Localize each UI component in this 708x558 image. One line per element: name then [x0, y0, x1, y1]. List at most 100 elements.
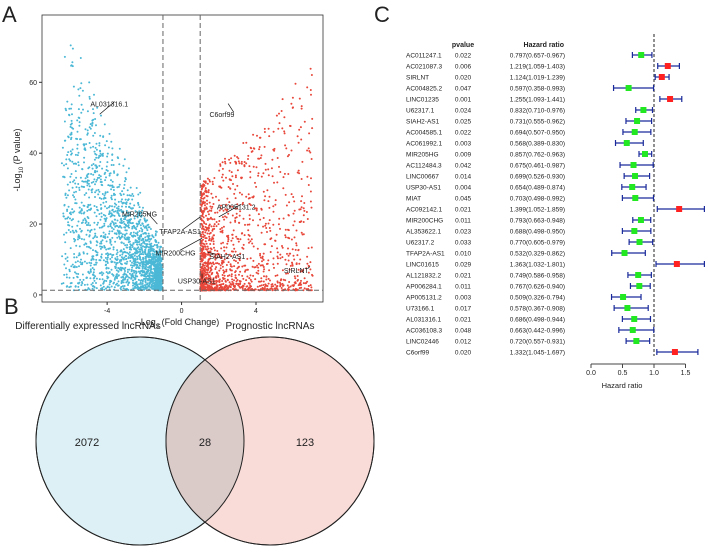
down-point	[123, 180, 126, 183]
hr-marker	[630, 162, 637, 168]
up-point	[212, 278, 215, 281]
down-point	[65, 196, 68, 199]
down-point	[122, 201, 125, 204]
down-point	[131, 266, 134, 269]
up-point	[200, 252, 203, 254]
up-point	[212, 261, 215, 264]
up-point	[203, 222, 206, 225]
down-point	[84, 128, 87, 131]
down-point	[140, 261, 143, 264]
up-point	[302, 214, 305, 217]
up-point	[300, 200, 303, 203]
down-point	[82, 252, 85, 255]
p-value: 0.001	[455, 97, 472, 104]
down-point	[63, 120, 66, 123]
down-point	[126, 211, 129, 214]
down-point	[89, 127, 92, 130]
down-point	[133, 283, 136, 285]
down-point	[121, 198, 123, 201]
down-point	[73, 253, 76, 255]
up-point	[309, 268, 312, 271]
down-point	[98, 190, 101, 193]
up-point	[257, 272, 260, 275]
down-point	[147, 253, 150, 256]
up-point	[218, 220, 221, 222]
down-point	[87, 182, 90, 185]
up-point	[276, 247, 279, 250]
down-point	[152, 236, 155, 239]
down-point	[88, 185, 91, 188]
down-point	[81, 261, 84, 264]
gene-name: C6orf99	[406, 350, 430, 357]
up-point	[238, 214, 241, 217]
down-point	[99, 203, 102, 206]
up-point	[236, 156, 239, 158]
x-axis-title: Log2 (Fold Change)	[141, 317, 219, 330]
up-point	[208, 250, 211, 253]
up-point	[214, 287, 217, 290]
down-point	[110, 196, 113, 199]
down-point	[139, 281, 142, 284]
down-point	[154, 268, 157, 271]
up-point	[221, 231, 224, 234]
down-point	[129, 186, 132, 189]
down-point	[111, 208, 114, 211]
down-point	[124, 262, 127, 265]
gene-name: MIR200CHG	[406, 218, 443, 225]
down-point	[144, 257, 147, 260]
down-point	[88, 142, 91, 144]
down-point	[130, 275, 133, 278]
down-point	[68, 276, 71, 279]
up-point	[243, 161, 246, 163]
down-point	[155, 274, 158, 277]
down-point	[138, 210, 141, 213]
down-point	[128, 194, 131, 197]
down-point	[145, 275, 148, 278]
down-point	[119, 225, 121, 227]
up-point	[204, 245, 207, 248]
up-point	[201, 283, 204, 286]
down-point	[89, 224, 91, 227]
up-point	[243, 264, 246, 267]
down-point	[76, 130, 79, 133]
up-point	[223, 270, 226, 273]
up-point	[200, 195, 203, 198]
down-point	[77, 88, 80, 91]
up-point	[309, 284, 312, 287]
up-point	[264, 224, 267, 227]
up-point	[225, 264, 228, 266]
up-point	[301, 233, 304, 236]
up-point	[305, 267, 308, 270]
down-point	[72, 180, 74, 183]
down-point	[128, 254, 131, 257]
up-point	[222, 241, 224, 244]
down-point	[99, 272, 102, 275]
down-point	[70, 213, 72, 216]
up-point	[284, 193, 287, 196]
down-point	[81, 180, 84, 183]
forest-row: TFAP2A-AS1 0.010 0.532(0.329-0.862)	[406, 250, 646, 258]
gene-name: LINC01235	[406, 97, 439, 104]
up-point	[269, 251, 272, 253]
up-point	[309, 151, 312, 154]
down-point	[132, 235, 135, 238]
down-point	[147, 226, 150, 229]
down-point	[105, 240, 108, 243]
up-point	[223, 249, 226, 252]
up-point	[289, 252, 292, 255]
up-point	[293, 209, 296, 212]
up-point	[262, 225, 265, 228]
gene-label: MIR205HG	[122, 211, 157, 218]
down-point	[141, 251, 144, 254]
down-point	[109, 184, 112, 187]
down-point	[111, 226, 113, 229]
down-point	[77, 282, 80, 285]
up-point	[300, 105, 303, 108]
down-point	[77, 285, 80, 288]
down-point	[155, 244, 158, 247]
up-point	[274, 287, 277, 290]
up-point	[205, 223, 208, 226]
up-point	[222, 209, 225, 212]
up-point	[288, 153, 290, 156]
down-point	[118, 163, 121, 166]
